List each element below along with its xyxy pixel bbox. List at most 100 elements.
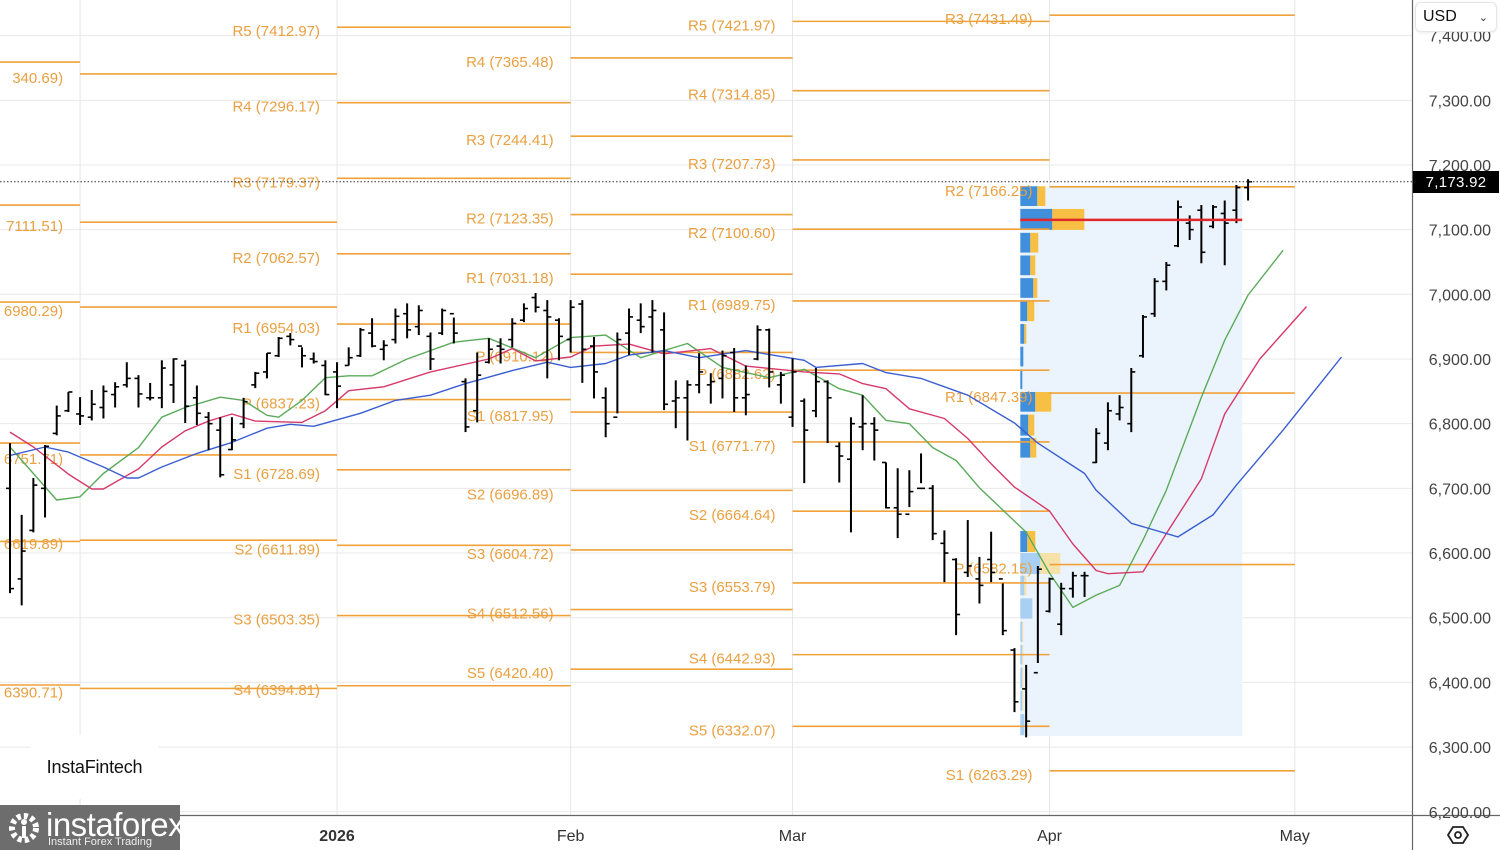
currency-dropdown[interactable]: USD ⌄ [1415,2,1497,32]
ohlc-bar [1162,261,1171,291]
ohlc-bar [251,371,260,389]
ohlc-bar [870,417,879,461]
ohlc-bar [695,353,704,394]
ohlc-bar [204,412,213,451]
pivot-label: R1 (6954.03) [232,320,320,337]
ohlc-bars [6,179,1253,738]
ohlc-bar [473,352,482,423]
ohlc-bar [578,300,587,383]
ohlc-bar [1115,395,1124,421]
pivot-label: R3 (7244.41) [466,132,554,149]
pivot-label: S4 (6442.93) [689,651,776,668]
pivot-label: S3 (6604.72) [467,546,554,563]
time-tick-label: Apr [1037,828,1063,845]
settings-icon[interactable] [1446,824,1470,846]
price-tick-label: 6,300.00 [1429,740,1491,757]
ohlc-bar [823,380,832,444]
ohlc-bar [76,397,85,425]
ohlc-bar [811,368,820,418]
ohlc-bar [1092,428,1101,464]
price-tick-label: 7,200.00 [1429,158,1491,175]
ohlc-bar [846,417,855,533]
ohlc-bar [741,365,750,416]
ohlc-bar [1068,571,1077,598]
profile-up-volume [1020,278,1034,298]
ohlc-bar [1174,200,1182,248]
ohlc-bar [192,385,201,425]
ohlc-bar [64,391,73,413]
price-tick-label: 6,900.00 [1429,352,1491,369]
profile-row [1020,621,1024,642]
ohlc-bar [835,442,844,483]
time-axis[interactable]: 2026 Feb Mar Apr May [319,828,1310,845]
ohlc-bar [613,332,622,419]
ohlc-bar [519,303,528,323]
ohlc-bar [718,350,727,399]
pivot-label: 6980.29) [4,303,63,320]
ohlc-bar [601,387,610,438]
ohlc-bar [1232,184,1241,224]
ohlc-bar [274,336,283,358]
price-tick-label: 6,500.00 [1429,611,1491,628]
ohlc-bar [368,318,377,348]
ohlc-bar [216,417,225,478]
profile-down-volume [1030,437,1037,458]
profile-up-volume [1020,531,1028,553]
pivot-label: R5 (7421.97) [688,17,776,34]
profile-down-volume [1022,621,1024,642]
ohlc-bar [391,308,400,344]
ohlc-bar [1244,179,1253,201]
profile-up-volume [1020,186,1038,206]
pivot-label: P (6910.12) [476,348,554,365]
current-price-label: 7,173.92 [1413,171,1499,193]
time-tick-label: 2026 [319,828,355,845]
profile-up-volume [1020,391,1036,412]
ohlc-bar [438,308,447,336]
price-axis[interactable]: 7,400.00 7,300.00 7,200.00 7,100.00 7,000.00… [1429,29,1491,822]
ohlc-bar [333,362,342,409]
pivot-label: R3 (7207.73) [688,156,776,173]
profile-down-volume [1030,255,1036,276]
price-tick-label: 7,400.00 [1429,29,1491,46]
ohlc-bar [987,531,996,583]
profile-row [1020,346,1024,367]
ohlc-bar [239,397,248,429]
ohlc-bar [17,514,26,606]
profile-row [1020,553,1061,575]
ohlc-bar [893,468,902,539]
pivot-label: R4 (7296.17) [232,99,320,116]
profile-row [1020,598,1033,619]
ohlc-bar [765,328,774,388]
profile-row [1020,575,1027,596]
ohlc-bar [29,478,38,533]
ohlc-bar [298,345,306,368]
ohlc-bar [321,360,330,396]
profile-up-volume [1020,346,1024,367]
profile-up-volume [1020,598,1033,619]
instaforex-brand: instaforex [46,806,185,843]
price-tick-label: 6,200.00 [1429,805,1491,822]
profile-down-volume [1030,232,1039,253]
ohlc-bar [122,362,131,388]
profile-row [1020,232,1039,253]
profile-up-volume [1020,301,1028,322]
ohlc-bar [157,360,166,409]
ohlc-bar [496,338,505,364]
ohlc-bar [648,300,657,353]
profile-down-volume [1022,667,1024,688]
profile-down-volume [1024,575,1027,596]
ohlc-bar [1022,664,1031,738]
ohlc-bar [41,445,50,518]
ohlc-bar [181,360,190,424]
profile-up-volume [1020,369,1023,390]
price-tick-label: 7,300.00 [1429,93,1491,110]
ohlc-bar [6,443,14,594]
value-area-background [1020,186,1243,737]
time-tick-label: May [1280,828,1310,845]
profile-up-volume [1020,232,1031,253]
ohlc-bar [531,293,540,313]
profile-down-volume [1024,324,1027,344]
ohlc-bar [449,312,458,344]
ohlc-bar [344,347,353,367]
